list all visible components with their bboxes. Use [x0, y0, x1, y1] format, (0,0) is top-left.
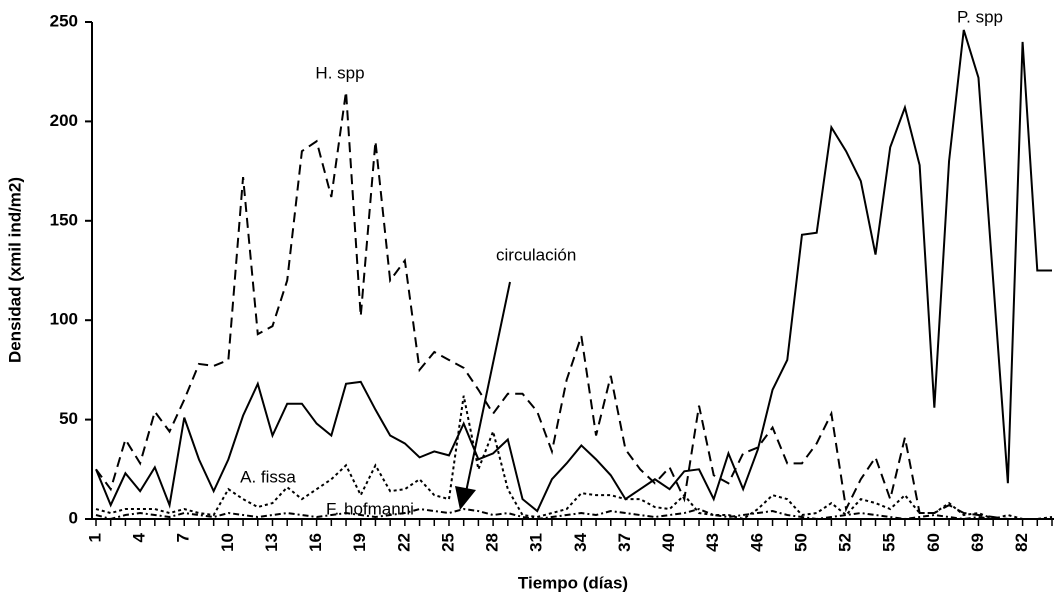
y-tick-label: 150 [50, 210, 78, 229]
x-tick-label: 55 [880, 533, 899, 552]
series-label: H. spp [315, 63, 364, 82]
y-tick-label: 0 [69, 508, 78, 527]
x-tick-label: 31 [527, 533, 546, 552]
series-label: A. fissa [240, 467, 296, 486]
x-tick-label: 34 [571, 532, 590, 551]
x-tick-label: 37 [615, 533, 634, 552]
y-tick-label: 200 [50, 111, 78, 130]
x-tick-label: 7 [174, 533, 193, 542]
x-tick-label: 28 [483, 533, 502, 552]
annotation-arrow [465, 281, 511, 493]
x-tick-label: 16 [306, 533, 325, 552]
x-tick-label: 4 [130, 532, 149, 542]
x-axis-label: Tiempo (días) [518, 573, 628, 592]
x-tick-label: 52 [836, 533, 855, 552]
x-tick-label: 13 [262, 533, 281, 552]
y-axis-label: Densidad (xmil ind/m2) [5, 177, 24, 363]
annotation: circulación [496, 245, 576, 264]
series-line [95, 91, 1052, 520]
x-tick-label: 40 [659, 533, 678, 552]
x-tick-label: 1 [85, 533, 104, 542]
series-label: F. hofmanni [326, 499, 414, 518]
x-tick-label: 43 [703, 533, 722, 552]
x-tick-label: 60 [924, 533, 943, 552]
x-tick-label: 19 [350, 533, 369, 552]
x-tick-label: 25 [438, 533, 457, 552]
series-label: P. spp [957, 7, 1003, 26]
series-line [95, 395, 1053, 521]
y-tick-label: 50 [59, 409, 78, 428]
x-tick-label: 69 [968, 533, 987, 552]
y-tick-label: 250 [50, 11, 78, 30]
series-line [95, 29, 1052, 513]
y-tick-label: 100 [50, 310, 78, 329]
x-tick-label: 22 [394, 533, 413, 552]
arrow-head [455, 486, 476, 510]
x-tick-label: 50 [791, 533, 810, 552]
series-line [95, 508, 1052, 521]
x-tick-label: 46 [747, 533, 766, 552]
x-tick-label: 10 [218, 533, 237, 552]
x-tick-label: 82 [1012, 533, 1031, 552]
